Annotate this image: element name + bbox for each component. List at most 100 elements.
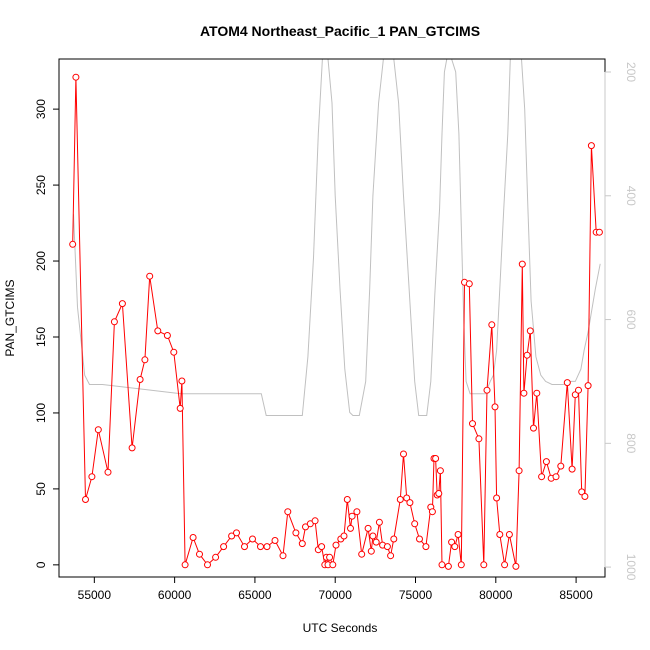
data-point [141,356,149,364]
data-point [496,531,504,538]
y-axis-left: 0 50 100 150 200 250 300 [34,99,60,568]
data-point [538,473,546,481]
data-point [595,228,603,236]
data-point [512,562,520,570]
data-point [432,455,440,462]
data-point [387,552,395,560]
data-point [88,473,96,481]
data-point [396,496,404,503]
data-point [176,404,184,412]
data-point [318,543,326,551]
data-point [228,532,236,540]
secondary-series-layer [73,59,601,416]
data-point [94,426,102,434]
data-point [552,473,560,481]
x-axis: 55000 60000 65000 70000 75000 80000 85000 [78,576,593,602]
data-point [178,377,186,385]
data-point [505,531,513,538]
data-point [241,543,248,551]
data-point [340,532,348,540]
y2-tick-label: 200 [624,62,638,82]
y2-tick-label: 1000 [624,554,638,581]
data-point [530,424,537,432]
data-point [128,444,136,452]
x-tick-label: 65000 [238,588,272,602]
data-point [542,458,550,466]
y2-tick-label: 600 [624,310,638,330]
data-point [575,386,582,394]
data-point [488,321,496,329]
data-point [347,524,354,532]
data-point [435,490,443,497]
y-tick-label: 300 [34,99,48,119]
chart-title: ATOM4 Northeast_Pacific_1 PAN_GTCIMS [200,23,480,39]
data-point [483,386,491,394]
data-point [480,561,488,569]
data-point [170,348,178,356]
y-axis-label: PAN_GTCIMS [3,279,17,356]
data-point [292,529,300,537]
data-point [581,493,589,500]
y-tick-label: 150 [34,327,48,347]
data-point [181,561,189,569]
data-point [233,529,240,537]
data-point [375,518,383,526]
data-point [136,376,144,383]
data-point [578,488,586,496]
data-point [220,543,228,551]
data-point [302,523,309,531]
y-axis-right: 200 400 600 800 1000 [604,62,638,581]
data-point [526,327,534,335]
y-tick-label: 0 [34,561,48,568]
x-axis-label: UTC Seconds [303,621,378,635]
x-tick-label: 75000 [399,588,433,602]
data-point [298,540,306,548]
data-point [523,351,531,359]
y-tick-label: 100 [34,403,48,423]
data-point [72,73,80,81]
data-point [82,496,89,503]
data-point [204,561,211,569]
data-point [358,550,366,558]
x-tick-label: 55000 [78,588,112,602]
data-point [406,499,414,507]
data-point [584,382,592,390]
data-point [515,467,523,475]
data-point [557,462,565,470]
data-point [110,318,118,326]
data-point [69,240,77,248]
data-point [343,496,351,503]
data-point [263,543,271,551]
data-point [457,561,465,569]
x-tick-label: 85000 [559,588,593,602]
data-point [257,543,264,551]
data-point [444,562,452,570]
data-point [329,561,337,569]
data-point [454,531,462,538]
data-point [311,517,319,525]
data-point [587,142,595,150]
y-tick-label: 250 [34,175,48,195]
data-point [568,465,576,473]
data-point [400,450,407,458]
data-point [332,541,340,549]
data-point [367,547,375,555]
x-tick-label: 70000 [319,588,353,602]
data-point [146,272,154,280]
y2-tick-label: 800 [624,433,638,453]
data-point [493,494,501,502]
data-point [118,300,126,308]
data-point [271,537,279,544]
data-point [163,332,171,339]
data-point [196,550,203,558]
data-point [403,494,411,502]
data-point [436,467,444,475]
data-point [372,538,380,546]
data-point [353,508,361,516]
data-point [469,420,476,428]
data-point [326,553,334,561]
data-point [518,260,526,268]
